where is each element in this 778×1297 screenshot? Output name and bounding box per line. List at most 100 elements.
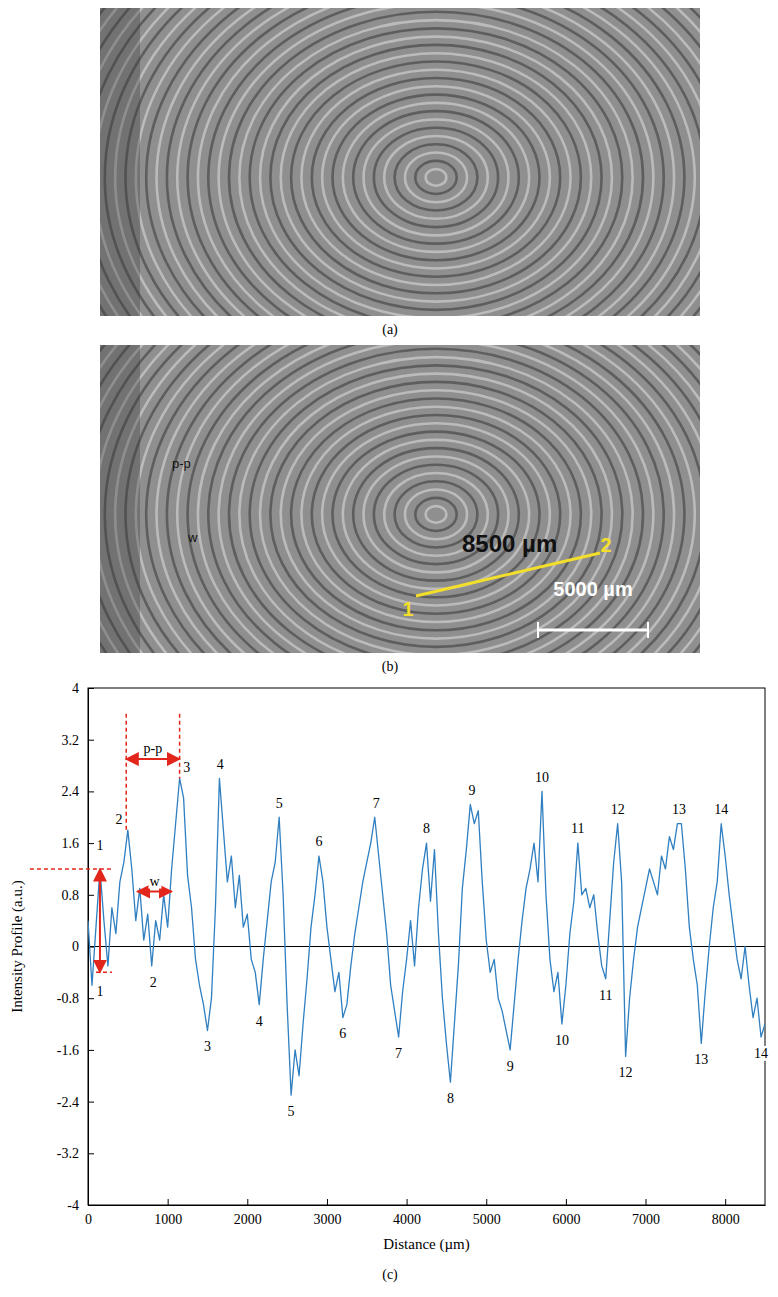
label-group: 10 [534, 770, 550, 785]
label-patch [618, 1065, 634, 1080]
tick-label: -4 [67, 1198, 79, 1213]
x-axis-title: Distance (µm) [383, 1236, 470, 1253]
ridge [405, 153, 467, 203]
ridge [333, 432, 540, 598]
ridge [353, 448, 519, 580]
label-group: 11 [570, 821, 585, 836]
ridge [136, 8, 700, 316]
ridge [100, 8, 700, 316]
label-patch [467, 783, 476, 798]
label-patch [713, 802, 729, 817]
ridge [136, 345, 700, 653]
label-patch [422, 821, 431, 836]
annotation-label: 5 [276, 796, 283, 811]
chart: 010002000300040005000600070008000-4-3.2-… [9, 681, 769, 1283]
ridge [343, 103, 529, 252]
tick-mark [88, 791, 94, 792]
tick-label: 0 [85, 1212, 92, 1227]
photo-annotation: w [187, 530, 198, 545]
pp-arrow [126, 758, 179, 760]
tick-label: 1.6 [62, 836, 80, 851]
label-patch [570, 821, 585, 836]
ridge [100, 8, 700, 316]
annotation-label: 7 [373, 796, 380, 811]
panel-label: (b) [382, 659, 399, 675]
label-group: 3 [203, 1039, 212, 1054]
ridge [229, 12, 643, 316]
scale-bar-label: 5000 µm [553, 578, 632, 600]
annotation-label: 10 [555, 1033, 569, 1048]
annotation-label: 6 [315, 834, 322, 849]
tick: 7000 [632, 1199, 660, 1227]
tick-label: -1.6 [57, 1043, 79, 1058]
ridge [100, 345, 700, 653]
ridge [100, 345, 700, 653]
ridge [384, 136, 488, 219]
annotation-label: 14 [754, 1046, 768, 1061]
ridge [146, 345, 700, 653]
tick-label: 3.2 [62, 733, 80, 748]
label-group: 4 [255, 1014, 264, 1029]
label-group: 8 [422, 821, 431, 836]
label-patch [693, 1052, 709, 1067]
ridge [100, 345, 700, 653]
tick-mark [88, 998, 94, 999]
ridge [312, 415, 560, 614]
ridge [100, 8, 700, 316]
ridge [343, 440, 529, 589]
tick-label: 7000 [632, 1212, 660, 1227]
ridge [100, 8, 700, 316]
tick-mark [566, 1199, 567, 1205]
label-group: 5 [287, 1104, 296, 1119]
ridge [415, 161, 456, 194]
annotation-label: 10 [535, 770, 549, 785]
w-arrow [137, 891, 171, 893]
tick-mark [247, 1199, 248, 1205]
tick-label: -0.8 [57, 991, 79, 1006]
ridge [100, 8, 700, 316]
length-label: 8500 µm [462, 530, 557, 557]
label-group: 14 [713, 802, 729, 817]
ridge [229, 349, 643, 653]
annotation-label: 4 [217, 757, 224, 772]
ridge [219, 8, 654, 316]
tick-mark [88, 895, 94, 896]
tick: 1.6 [62, 836, 95, 851]
tick-label: 3000 [313, 1212, 341, 1227]
annotation-label: p-p [144, 741, 163, 756]
ridge [188, 345, 685, 653]
ridge [100, 8, 700, 316]
label-patch [149, 975, 158, 990]
ridge [219, 345, 654, 653]
tick-label: -3.2 [57, 1146, 79, 1161]
ridge [281, 53, 592, 301]
tick-mark [486, 1199, 487, 1205]
label-patch [598, 988, 613, 1003]
annotation-label: 1 [96, 838, 103, 853]
label-patch [610, 802, 626, 817]
tick-mark [646, 1199, 647, 1205]
ridge [115, 345, 700, 653]
tick-label: 8000 [712, 1212, 740, 1227]
ridge [100, 8, 700, 316]
ridge [100, 345, 700, 653]
ridge [100, 8, 700, 316]
ridge [364, 119, 509, 235]
ridge [100, 345, 700, 653]
ridge [395, 144, 478, 210]
label-patch [534, 770, 550, 785]
ridge [177, 8, 695, 316]
label-group: 11 [598, 988, 613, 1003]
ridge [146, 8, 700, 316]
tick: 1000 [154, 1199, 182, 1227]
label-group: 7 [372, 796, 381, 811]
label-group: 5 [275, 796, 284, 811]
plot-area [88, 778, 765, 1095]
label-group: w [148, 874, 161, 889]
tick: 5000 [473, 1199, 501, 1227]
label-group: 9 [467, 783, 476, 798]
tick-mark [88, 1050, 94, 1051]
annotation-label: 1 [96, 984, 103, 999]
ridge [105, 345, 700, 653]
ridge [100, 345, 700, 653]
